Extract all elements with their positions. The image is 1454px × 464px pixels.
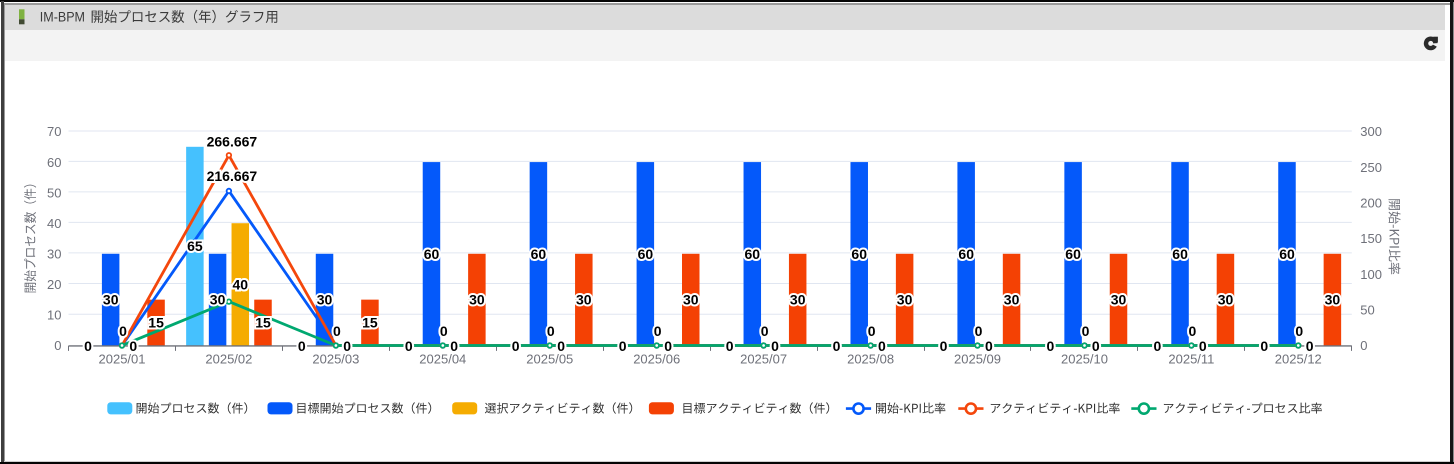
svg-text:266.667: 266.667	[207, 133, 258, 149]
svg-text:2025/03: 2025/03	[312, 352, 359, 367]
svg-text:30: 30	[790, 292, 806, 308]
svg-text:30: 30	[103, 292, 119, 308]
svg-text:0: 0	[771, 338, 779, 354]
svg-text:250: 250	[1360, 160, 1382, 175]
svg-text:0: 0	[1199, 338, 1207, 354]
svg-text:30: 30	[1218, 292, 1234, 308]
svg-text:30: 30	[47, 247, 61, 262]
svg-text:10: 10	[47, 308, 61, 323]
svg-text:2025/07: 2025/07	[740, 352, 787, 367]
svg-text:0: 0	[557, 338, 565, 354]
svg-text:0: 0	[940, 338, 948, 354]
svg-text:2025/06: 2025/06	[633, 352, 680, 367]
svg-text:0: 0	[761, 323, 769, 339]
svg-text:15: 15	[362, 315, 378, 331]
svg-text:2025/02: 2025/02	[205, 352, 252, 367]
svg-text:0: 0	[450, 338, 458, 354]
svg-text:0: 0	[1154, 338, 1162, 354]
svg-text:60: 60	[47, 155, 61, 170]
svg-text:300: 300	[1360, 124, 1382, 139]
svg-text:216.667: 216.667	[207, 168, 258, 184]
svg-text:IM-BPM: IM-BPM	[40, 9, 85, 25]
svg-text:2025/11: 2025/11	[1168, 352, 1214, 367]
svg-text:0: 0	[664, 338, 672, 354]
svg-text:30: 30	[897, 292, 913, 308]
svg-text:0: 0	[1260, 338, 1268, 354]
svg-text:60: 60	[1279, 246, 1295, 262]
svg-text:0: 0	[833, 338, 841, 354]
svg-text:0: 0	[1189, 323, 1197, 339]
svg-text:0: 0	[405, 338, 413, 354]
svg-text:40: 40	[47, 216, 61, 231]
svg-text:60: 60	[851, 246, 867, 262]
svg-text:60: 60	[424, 246, 440, 262]
svg-text:0: 0	[119, 323, 127, 339]
svg-text:0: 0	[440, 323, 448, 339]
svg-text:0: 0	[1082, 323, 1090, 339]
svg-text:30: 30	[1004, 292, 1020, 308]
svg-text:30: 30	[576, 292, 592, 308]
svg-text:60: 60	[958, 246, 974, 262]
svg-text:70: 70	[47, 124, 61, 139]
svg-text:30: 30	[1111, 292, 1127, 308]
svg-text:150: 150	[1360, 231, 1382, 246]
svg-text:65: 65	[187, 238, 203, 254]
svg-text:200: 200	[1360, 196, 1382, 211]
svg-text:2025/12: 2025/12	[1275, 352, 1322, 367]
svg-text:0: 0	[343, 338, 351, 354]
svg-text:50: 50	[1360, 303, 1374, 318]
svg-text:60: 60	[638, 246, 654, 262]
svg-text:30: 30	[469, 292, 485, 308]
svg-text:0: 0	[84, 338, 92, 354]
svg-text:15: 15	[255, 315, 271, 331]
svg-text:0: 0	[726, 338, 734, 354]
svg-text:0: 0	[512, 338, 520, 354]
svg-text:0: 0	[333, 323, 341, 339]
svg-text:0: 0	[1092, 338, 1100, 354]
svg-text:30: 30	[317, 292, 333, 308]
svg-text:60: 60	[1065, 246, 1081, 262]
svg-text:20: 20	[47, 277, 61, 292]
svg-text:60: 60	[1172, 246, 1188, 262]
svg-text:15: 15	[148, 315, 164, 331]
svg-text:0: 0	[129, 338, 137, 354]
svg-text:0: 0	[1360, 338, 1367, 353]
svg-text:0: 0	[985, 338, 993, 354]
svg-text:60: 60	[745, 246, 761, 262]
svg-text:0: 0	[1047, 338, 1055, 354]
svg-text:30: 30	[210, 292, 226, 308]
svg-text:2025/05: 2025/05	[526, 352, 573, 367]
svg-text:2025/10: 2025/10	[1061, 352, 1108, 367]
svg-text:0: 0	[619, 338, 627, 354]
svg-text:100: 100	[1360, 267, 1382, 282]
svg-text:0: 0	[868, 323, 876, 339]
svg-text:30: 30	[1325, 292, 1341, 308]
svg-text:0: 0	[547, 323, 555, 339]
svg-text:0: 0	[298, 338, 306, 354]
svg-text:2025/04: 2025/04	[419, 352, 466, 367]
svg-text:0: 0	[878, 338, 886, 354]
svg-text:0: 0	[1295, 323, 1303, 339]
svg-text:30: 30	[683, 292, 699, 308]
svg-text:40: 40	[233, 276, 249, 292]
svg-text:0: 0	[654, 323, 662, 339]
svg-text:2025/09: 2025/09	[954, 352, 1001, 367]
svg-text:0: 0	[1306, 338, 1314, 354]
svg-text:0: 0	[975, 323, 983, 339]
svg-text:2025/01: 2025/01	[99, 352, 146, 367]
svg-text:60: 60	[531, 246, 547, 262]
svg-text:0: 0	[54, 338, 61, 353]
svg-text:50: 50	[47, 185, 61, 200]
svg-text:2025/08: 2025/08	[847, 352, 894, 367]
